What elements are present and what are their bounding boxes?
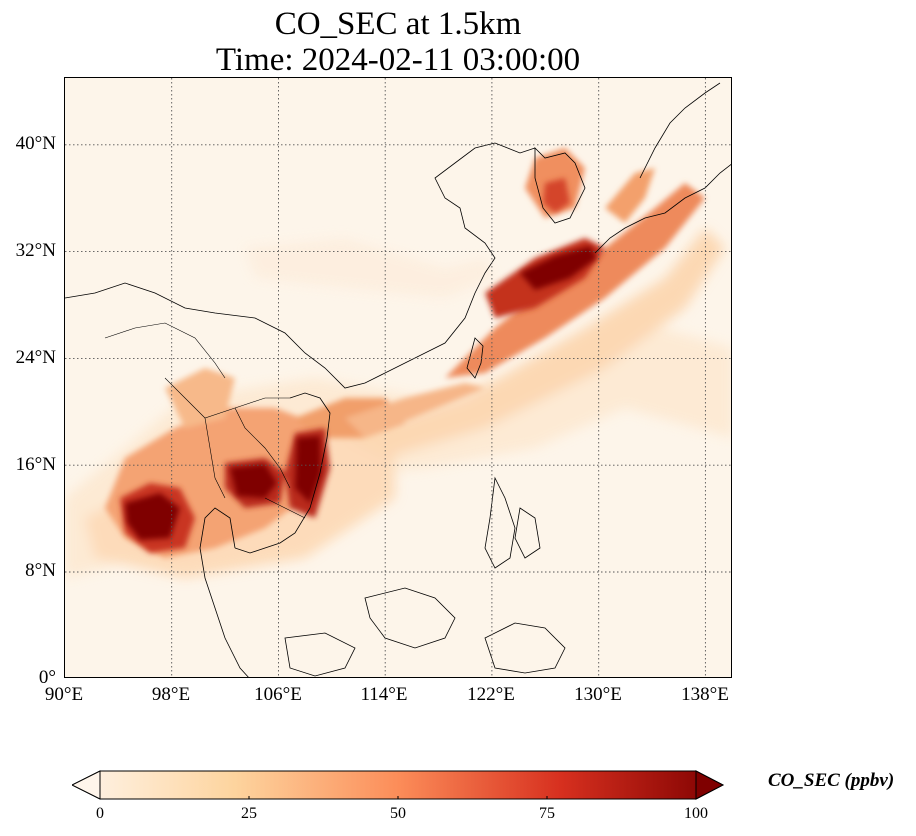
- lon-label: 122°E: [467, 684, 515, 705]
- lon-label: 106°E: [254, 684, 302, 705]
- coastlines: [65, 82, 731, 677]
- colorbar-extend-low: [70, 770, 101, 800]
- lon-label: 130°E: [574, 684, 622, 705]
- lat-label: 16°N: [15, 454, 56, 475]
- plot-title-line1: CO_SEC at 1.5km: [274, 6, 522, 42]
- colorbar-tick-label: 0: [96, 805, 104, 822]
- lat-label: 0°: [38, 667, 56, 688]
- colorbar-tick-label: 100: [684, 805, 708, 822]
- colorbar-tick-label: 25: [241, 805, 257, 822]
- lon-label: 90°E: [44, 684, 84, 705]
- co-field-core: [125, 246, 597, 540]
- lon-label: 98°E: [151, 684, 191, 705]
- colorbar-tick-label: 50: [390, 805, 406, 822]
- lat-label: 8°N: [25, 560, 56, 581]
- plot-title-line2: Time: 2024-02-11 03:00:00: [215, 42, 581, 78]
- lon-label: 114°E: [360, 684, 408, 705]
- lat-label: 24°N: [15, 347, 56, 368]
- country-borders: [104, 322, 306, 519]
- map-panel[interactable]: [64, 77, 732, 678]
- map-canvas: [65, 78, 731, 677]
- colorbar-title: CO_SEC (ppbv): [768, 770, 895, 791]
- lat-label: 32°N: [15, 240, 56, 261]
- lon-label: 138°E: [681, 684, 729, 705]
- colorbar-gradient: [70, 770, 725, 800]
- colorbar-tick-label: 75: [539, 805, 555, 822]
- lat-label: 40°N: [15, 133, 56, 154]
- colorbar-extend-high: [695, 770, 725, 800]
- colorbar: [70, 770, 725, 800]
- gridlines: [65, 78, 731, 677]
